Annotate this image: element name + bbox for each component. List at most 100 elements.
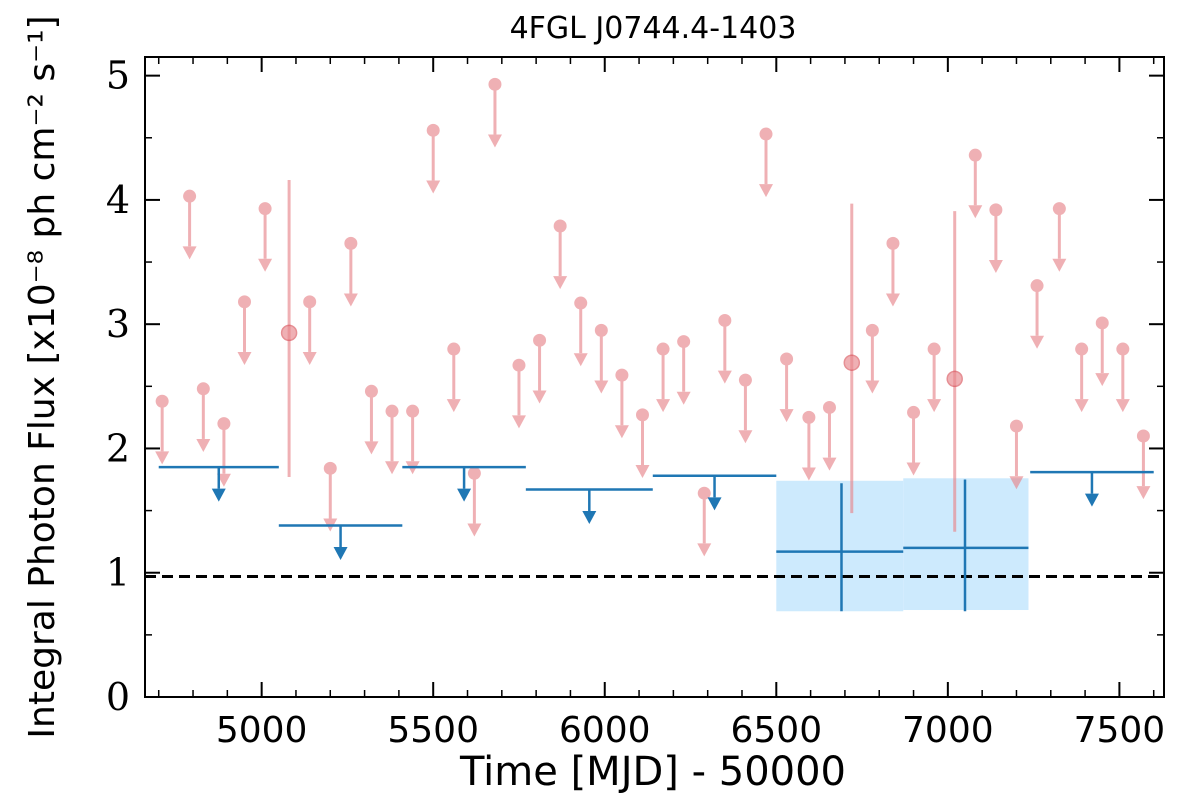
upper-limit-arrow-head	[155, 451, 170, 465]
upper-limit-point	[656, 342, 671, 413]
upper-limit-marker	[594, 323, 608, 337]
upper-limit-point	[1052, 202, 1067, 272]
upper-limit-arrow-head	[237, 351, 252, 365]
upper-limit-arrow-head	[1009, 476, 1024, 490]
upper-limit-point	[323, 461, 338, 532]
upper-limit-point	[968, 148, 983, 219]
long-bin-arrow-head	[1084, 493, 1099, 507]
long-bin-upper-limit	[158, 465, 279, 502]
upper-limit-point	[155, 394, 170, 465]
upper-limit-marker	[865, 323, 879, 337]
x-tick-label: 7000	[902, 710, 994, 751]
y-tick-label: 3	[106, 302, 130, 346]
upper-limit-arrow-head	[216, 473, 231, 487]
x-tick-label: 7500	[1074, 710, 1166, 751]
upper-limit-marker	[635, 408, 649, 422]
upper-limit-marker	[989, 203, 1003, 217]
upper-limit-arrow-head	[988, 259, 1003, 273]
upper-limit-marker	[258, 202, 272, 216]
x-axis: 5000 5500 6000 6500 7000 7500	[157, 57, 1166, 751]
upper-limit-arrow-head	[906, 462, 921, 476]
upper-limit-marker	[467, 466, 481, 480]
upper-limit-marker	[303, 295, 317, 309]
upper-limit-marker	[1009, 419, 1023, 433]
long-bin-detection	[776, 483, 904, 612]
long-bin-upper-limit	[1030, 470, 1154, 507]
long-bin-arrow-head	[211, 488, 226, 502]
upper-limit-arrow-head	[343, 293, 358, 307]
upper-limit-arrow-head	[364, 441, 379, 455]
detection-marker	[280, 324, 298, 342]
y-axis: 0 1 2 3 4 5	[106, 54, 1164, 719]
upper-limit-marker	[196, 382, 210, 396]
upper-limit-point	[511, 358, 526, 429]
upper-limit-arrow-head	[446, 399, 461, 413]
upper-limit-arrow-head	[865, 380, 880, 394]
upper-limit-arrow-head	[487, 134, 502, 148]
upper-limit-point	[635, 408, 650, 479]
upper-limit-arrow-head	[738, 430, 753, 444]
long-bin-upper-limit	[652, 474, 777, 511]
upper-limit-arrow-head	[1074, 399, 1089, 413]
upper-limit-marker	[718, 313, 732, 327]
upper-limit-marker	[927, 342, 941, 356]
upper-limit-marker	[780, 352, 794, 366]
upper-limit-marker	[512, 358, 526, 372]
upper-limit-point	[467, 466, 482, 537]
upper-limit-marker	[344, 236, 358, 250]
upper-limit-arrow-head	[1052, 258, 1067, 272]
detection-point	[946, 211, 963, 532]
upper-limit-point	[1095, 316, 1110, 387]
long-bin-arrow-head	[333, 547, 348, 561]
upper-limit-arrow-head	[553, 276, 568, 290]
upper-limit-point	[573, 296, 588, 367]
upper-limit-point	[759, 127, 774, 198]
upper-limit-marker	[886, 236, 900, 250]
upper-limit-arrow-head	[822, 457, 837, 471]
upper-limit-point	[196, 382, 211, 452]
upper-limit-point	[446, 342, 461, 413]
upper-limit-marker	[697, 486, 711, 500]
x-tick-label: 6500	[730, 710, 822, 751]
upper-limit-marker	[1136, 429, 1150, 443]
upper-limit-marker	[1075, 342, 1089, 356]
upper-limit-arrow-head	[511, 415, 526, 429]
upper-limit-point	[364, 384, 379, 455]
upper-limit-marker	[822, 400, 836, 414]
upper-limit-point	[258, 202, 273, 272]
y-tick-label: 0	[106, 675, 130, 719]
upper-limit-arrow-head	[426, 180, 441, 194]
detection-marker	[946, 370, 963, 388]
upper-limit-marker	[183, 189, 197, 203]
upper-limit-arrow-head	[656, 399, 671, 413]
y-axis-label: Integral Photon Flux [x10⁻⁸ ph cm⁻² s⁻¹]	[22, 15, 63, 738]
upper-limit-arrow-head	[885, 293, 900, 307]
x-axis-label: Time [MJD] - 50000	[459, 749, 846, 795]
upper-limit-marker	[759, 127, 773, 141]
upper-limit-marker	[802, 410, 816, 424]
upper-limit-arrow-head	[1115, 399, 1130, 413]
upper-limit-arrow-head	[1030, 335, 1045, 349]
upper-limit-point	[988, 203, 1003, 273]
detection-marker	[843, 354, 861, 371]
x-tick-label: 5500	[387, 710, 479, 751]
upper-limit-marker	[553, 219, 567, 233]
upper-limit-marker	[364, 384, 378, 398]
chart-title: 4FGL J0744.4-1403	[510, 11, 797, 46]
upper-limit-point	[1115, 342, 1130, 413]
long-bin-arrow-head	[457, 488, 472, 502]
long-bin-detection	[903, 479, 1029, 612]
upper-limit-arrow-head	[467, 523, 482, 537]
upper-limit-marker	[237, 295, 251, 309]
upper-limit-marker	[1030, 279, 1044, 293]
x-tick-label: 6000	[559, 710, 651, 751]
upper-limit-marker	[323, 461, 337, 475]
upper-limit-point	[927, 342, 942, 413]
upper-limit-marker	[1052, 202, 1066, 216]
upper-limit-point	[865, 323, 880, 394]
upper-limit-arrow-head	[594, 380, 609, 394]
upper-limit-point	[385, 404, 400, 475]
upper-limit-point	[1136, 429, 1151, 500]
upper-limit-point	[822, 400, 837, 471]
upper-limit-point	[738, 373, 753, 444]
